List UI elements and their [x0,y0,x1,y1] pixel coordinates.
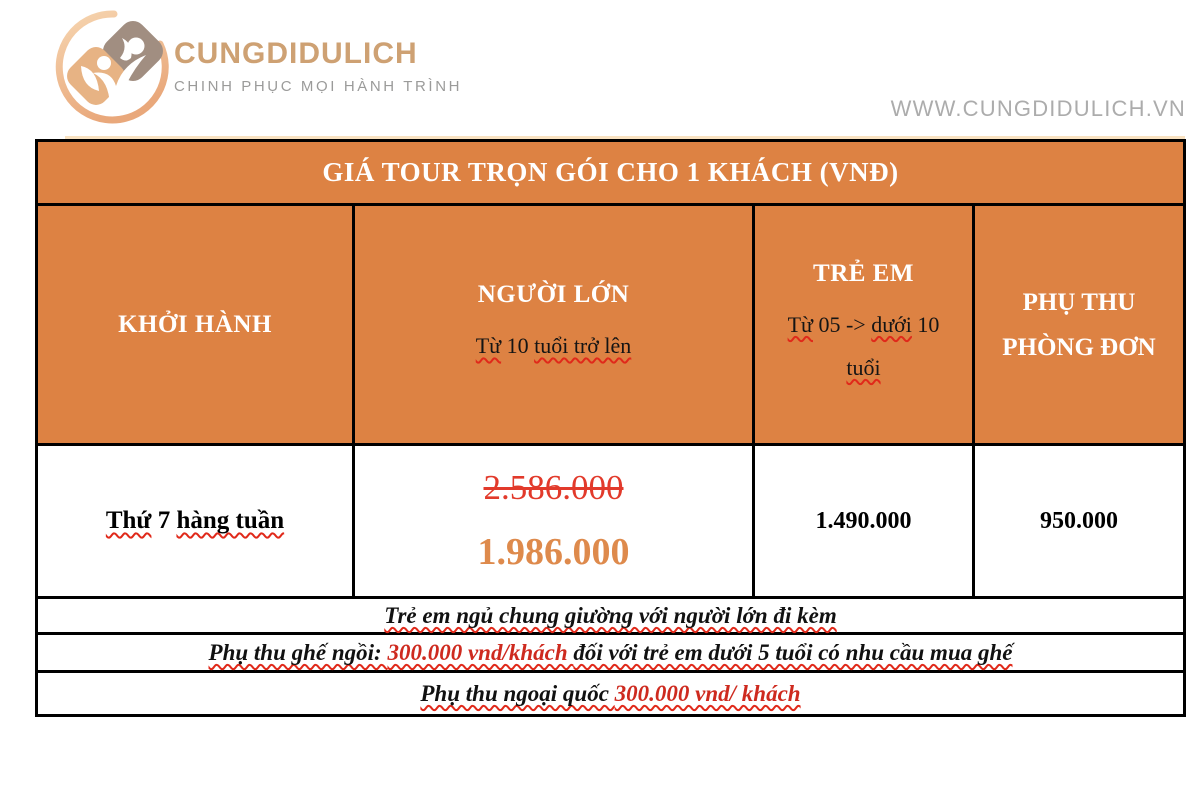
brand-logo-icon [52,4,172,128]
brand-tagline: CHINH PHỤC MỌI HÀNH TRÌNH [174,78,463,95]
note-row-1: Trẻ em ngủ chung giường với người lớn đi… [35,596,1186,635]
price-table-wrap: GIÁ TOUR TRỌN GÓI CHO 1 KHÁCH (VNĐ) KHỞI… [35,139,1186,717]
note-seat-surcharge: Phụ thu ghế ngồi: 300.000 vnd/khách đối … [35,632,1186,673]
child-label: TRẺ EM [813,259,914,287]
adult-price-cell: 2.586.000 1.986.000 [352,443,755,599]
col-header-single-room: PHỤ THU PHÒNG ĐƠN [972,203,1186,446]
child-price-cell: 1.490.000 [752,443,975,599]
col-header-adult: NGƯỜI LỚN Từ 10 tuổi trở lên [352,203,755,446]
departure-cell: Thứ 7 hàng tuần [35,443,355,599]
single-room-label: PHỤ THU PHÒNG ĐƠN [1002,288,1156,361]
adult-price-new: 1.986.000 [477,531,630,573]
website-url: WWW.CUNGDIDULICH.VN [890,96,1186,121]
note-row-3: Phụ thu ngoại quốc 300.000 vnd/ khách [35,670,1186,717]
adult-price-old: 2.586.000 [483,468,624,507]
brand-text-block: CUNGDIDULICH CHINH PHỤC MỌI HÀNH TRÌNH [174,37,462,95]
price-table: GIÁ TOUR TRỌN GÓI CHO 1 KHÁCH (VNĐ) KHỞI… [35,139,1186,717]
header-divider [65,136,1185,139]
adult-price-stack: 2.586.000 1.986.000 [355,446,752,596]
table-title: GIÁ TOUR TRỌN GÓI CHO 1 KHÁCH (VNĐ) [35,139,1186,206]
brand-name: CUNGDIDULICH [174,37,418,70]
child-price: 1.490.000 [815,507,912,534]
single-room-price: 950.000 [1040,507,1118,534]
col-header-child: TRẺ EM Từ 05 -> dưới 10 tuổi [752,203,975,446]
single-room-price-cell: 950.000 [972,443,1186,599]
note-row-2: Phụ thu ghế ngồi: 300.000 vnd/khách đối … [35,632,1186,673]
adult-label: NGƯỜI LỚN [477,281,630,309]
note-foreigner-surcharge: Phụ thu ngoại quốc 300.000 vnd/ khách [35,670,1186,717]
table-title-row: GIÁ TOUR TRỌN GÓI CHO 1 KHÁCH (VNĐ) [35,139,1186,206]
col-header-departure: KHỞI HÀNH [35,203,355,446]
departure-value: Thứ 7 hàng tuần [105,507,285,534]
adult-age-note: Từ 10 tuổi trở lên [475,333,632,359]
note-child-shared-bed: Trẻ em ngủ chung giường với người lớn đi… [35,596,1186,635]
departure-label: KHỞI HÀNH [118,310,272,338]
child-age-note: Từ 05 -> dưới 10 tuổi [787,311,940,380]
column-header-row: KHỞI HÀNH NGƯỜI LỚN Từ 10 tuổi trở lên T… [35,203,1186,446]
price-data-row: Thứ 7 hàng tuần 2.586.000 1.986.000 1.49… [35,443,1186,599]
